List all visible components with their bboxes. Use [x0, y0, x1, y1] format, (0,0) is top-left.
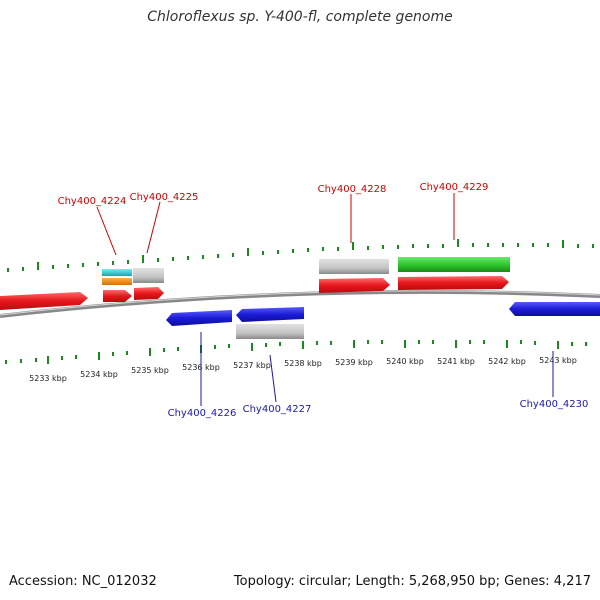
tick-label: 5239 kbp	[335, 358, 373, 367]
gene-arrow-chy400-4229[interactable]	[398, 276, 509, 290]
gene-label-chy400-4230[interactable]: Chy400_4230	[520, 399, 589, 410]
reverse-strand-features	[166, 302, 600, 339]
rna-feature[interactable]	[236, 324, 304, 339]
genome-title: Chloroflexus sp. Y-400-fl, complete geno…	[147, 9, 453, 25]
tick-label: 5237 kbp	[233, 361, 271, 370]
gene-label-chy400-4228[interactable]: Chy400_4228	[318, 184, 387, 195]
outer-tick-ring	[7, 239, 594, 272]
tick-label: 5238 kbp	[284, 359, 322, 368]
genome-summary-text: Topology: circular; Length: 5,268,950 bp…	[233, 574, 591, 589]
genome-backbone-highlight	[0, 290, 600, 316]
tick-label: 5234 kbp	[80, 370, 118, 379]
rna-feature[interactable]	[133, 268, 164, 283]
tick-label: 5240 kbp	[386, 357, 424, 366]
gene-label-leaders	[96, 193, 554, 406]
gene-label-chy400-4229[interactable]: Chy400_4229	[420, 182, 489, 193]
tick-label: 5235 kbp	[131, 366, 169, 375]
tick-label: 5233 kbp	[29, 374, 67, 383]
gene-labels: Chy400_4224 Chy400_4225 Chy400_4228 Chy4…	[58, 182, 589, 419]
orange-feature[interactable]	[102, 278, 132, 285]
green-feature[interactable]	[398, 257, 510, 272]
tick-label: 5243 kbp	[539, 356, 577, 365]
genome-backbone	[0, 289, 600, 318]
gene-arrow-chy400-4228[interactable]	[319, 278, 390, 293]
gene-label-chy400-4227[interactable]: Chy400_4227	[243, 404, 312, 415]
gene-arrow-chy400-4230[interactable]	[509, 302, 600, 316]
gene-label-chy400-4225[interactable]: Chy400_4225	[130, 192, 199, 203]
gene-arrow-chy400-4226[interactable]	[166, 310, 232, 326]
forward-gene-arrow[interactable]	[0, 292, 88, 310]
forward-strand-features	[0, 257, 510, 310]
gene-label-chy400-4226[interactable]: Chy400_4226	[168, 408, 237, 419]
axis-tick-labels: 5233 kbp 5234 kbp 5235 kbp 5236 kbp 5237…	[29, 356, 577, 383]
accession-text: Accession: NC_012032	[9, 574, 157, 589]
tick-label: 5241 kbp	[437, 357, 475, 366]
tick-label: 5242 kbp	[488, 357, 526, 366]
gene-label-chy400-4224[interactable]: Chy400_4224	[58, 196, 127, 207]
gene-arrow-chy400-4224[interactable]	[103, 290, 132, 302]
gene-arrow-chy400-4227[interactable]	[236, 307, 304, 322]
cyan-feature[interactable]	[102, 269, 132, 276]
gene-arrow-chy400-4225[interactable]	[134, 287, 164, 300]
rna-feature[interactable]	[319, 259, 389, 274]
